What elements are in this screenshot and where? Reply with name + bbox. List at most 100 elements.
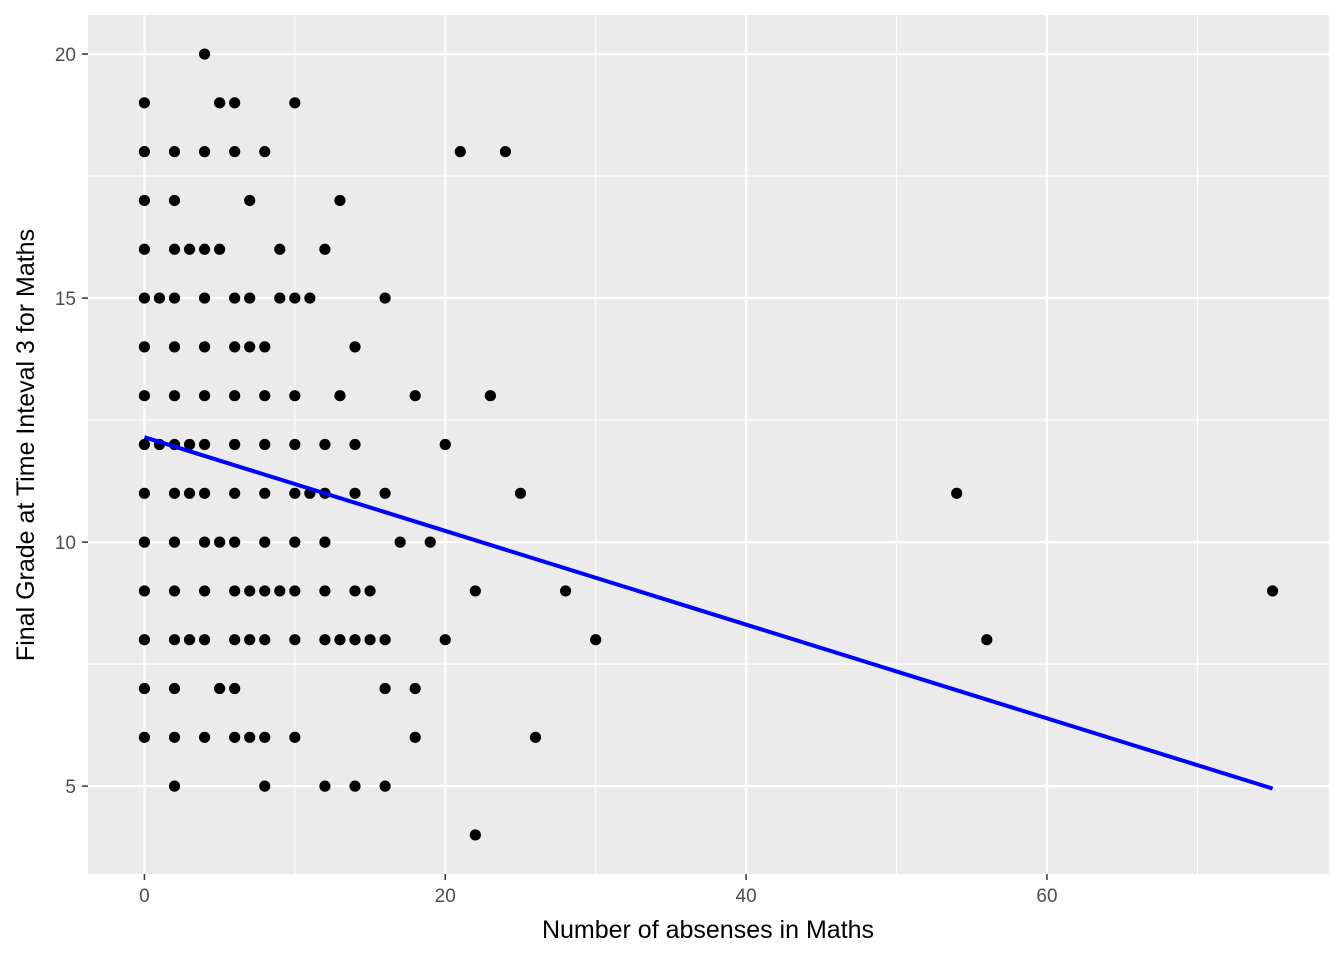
data-point — [559, 585, 572, 597]
data-point — [951, 487, 963, 499]
data-point — [259, 634, 271, 646]
data-point — [289, 634, 301, 646]
y-tick-label: 10 — [55, 533, 76, 554]
data-point — [379, 780, 391, 792]
data-point — [244, 341, 256, 353]
data-point — [244, 292, 256, 304]
data-point — [499, 146, 512, 158]
data-point — [364, 634, 376, 646]
data-point — [409, 390, 421, 402]
trend-line-group — [143, 435, 1274, 791]
data-point — [259, 731, 271, 743]
data-point — [484, 390, 496, 402]
x-tick-label: 0 — [139, 886, 150, 907]
data-point — [229, 390, 241, 402]
data-point — [304, 292, 316, 304]
data-point — [244, 585, 256, 597]
data-point — [289, 390, 301, 402]
data-point — [168, 194, 181, 207]
data-point — [319, 780, 331, 792]
data-point — [259, 390, 271, 402]
x-tick-label: 60 — [1036, 886, 1057, 907]
data-point — [198, 146, 211, 158]
data-point — [214, 97, 226, 109]
data-point — [138, 97, 151, 109]
trend-line — [143, 435, 1274, 791]
data-point — [409, 731, 421, 743]
data-point — [244, 634, 256, 646]
data-point — [138, 634, 151, 646]
data-point — [394, 536, 406, 548]
data-point — [349, 487, 361, 499]
data-point — [274, 585, 286, 597]
data-point — [198, 536, 211, 548]
data-point — [229, 682, 241, 695]
data-point — [168, 487, 181, 499]
y-tick-label: 5 — [65, 777, 76, 798]
data-point — [168, 146, 181, 158]
data-point — [229, 97, 241, 109]
data-point — [229, 146, 241, 158]
data-point — [259, 780, 271, 792]
data-point — [289, 585, 301, 597]
data-point — [259, 536, 271, 548]
data-point — [198, 731, 211, 743]
data-point — [1266, 585, 1279, 597]
panel-background — [88, 15, 1329, 874]
data-point — [274, 292, 286, 304]
data-point — [349, 438, 361, 451]
data-point — [409, 682, 421, 695]
data-point — [198, 438, 211, 451]
data-point — [198, 341, 211, 353]
data-point — [168, 780, 181, 792]
data-point — [229, 585, 241, 597]
data-point — [229, 536, 241, 548]
data-point — [168, 536, 181, 548]
axes: 0 20 40 60 5 10 15 20 — [55, 45, 1058, 907]
x-tick-label: 40 — [736, 886, 757, 907]
data-point — [334, 390, 346, 402]
data-point — [168, 634, 181, 646]
data-point — [590, 634, 602, 646]
data-point — [198, 48, 211, 60]
y-tick-label: 20 — [55, 45, 76, 66]
data-point — [349, 780, 361, 792]
data-point — [514, 487, 527, 499]
data-point — [138, 682, 151, 695]
data-point — [183, 487, 196, 499]
data-point — [168, 682, 181, 695]
data-point — [469, 585, 481, 597]
data-point — [138, 146, 151, 158]
data-point — [138, 341, 151, 353]
data-point — [198, 634, 211, 646]
data-point — [183, 243, 196, 255]
data-point — [259, 341, 271, 353]
data-point — [289, 536, 301, 548]
data-point — [319, 438, 331, 451]
data-point — [168, 390, 181, 402]
x-axis-title: Number of absenses in Maths — [542, 916, 874, 944]
data-point — [424, 536, 436, 548]
data-point — [439, 634, 451, 646]
data-point — [198, 390, 211, 402]
data-point — [198, 292, 211, 304]
data-point — [183, 438, 196, 451]
data-point — [439, 438, 451, 451]
data-point — [289, 438, 301, 451]
data-point — [334, 634, 346, 646]
data-point — [469, 829, 481, 841]
data-point — [289, 97, 301, 109]
data-point — [198, 243, 211, 255]
data-point — [259, 487, 271, 499]
data-points — [138, 48, 1279, 841]
grid-lines — [88, 15, 1329, 874]
data-point — [229, 731, 241, 743]
data-point — [198, 585, 211, 597]
data-point — [259, 438, 271, 451]
y-axis-title: Final Grade at Time Inteval 3 for Maths — [12, 229, 40, 661]
data-point — [379, 634, 391, 646]
data-point — [349, 634, 361, 646]
data-point — [168, 731, 181, 743]
data-point — [138, 243, 151, 255]
data-point — [198, 487, 211, 499]
